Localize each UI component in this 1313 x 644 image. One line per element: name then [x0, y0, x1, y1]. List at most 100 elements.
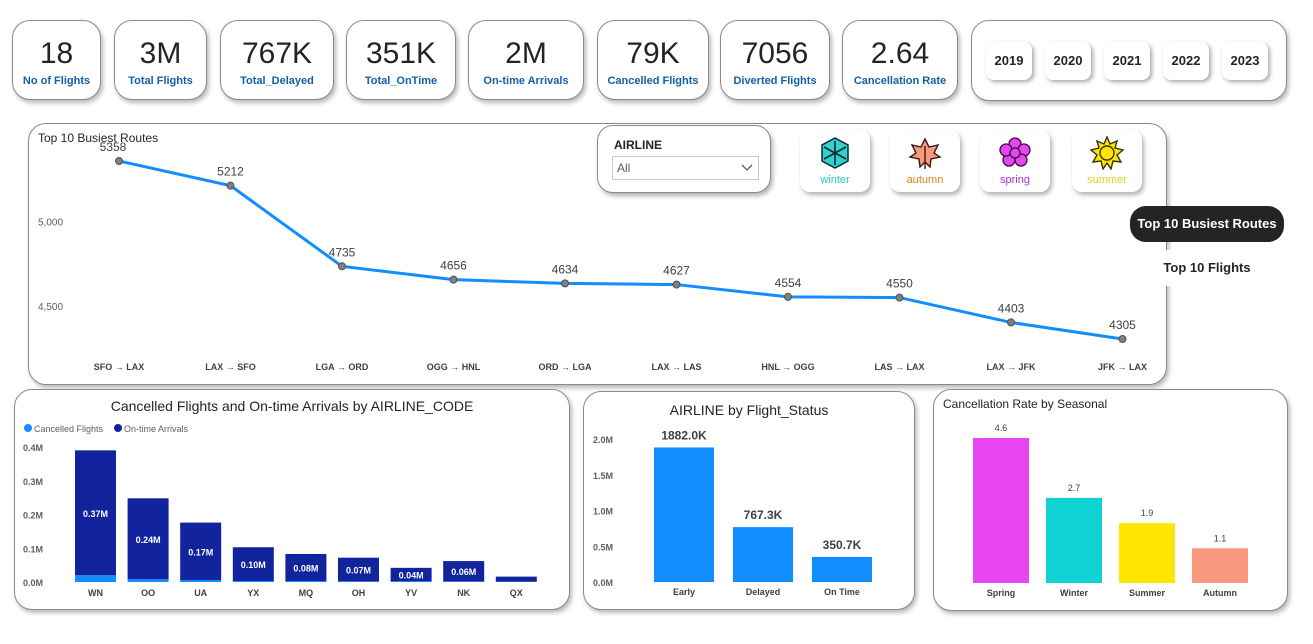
data-label: 0.10M	[241, 560, 266, 570]
data-point	[1118, 335, 1127, 343]
kpi-value: 2M	[505, 37, 547, 70]
bar	[973, 438, 1029, 583]
chevron-down-icon	[741, 164, 753, 171]
bar-ontime	[75, 450, 116, 576]
kpi-label: Cancellation Rate	[853, 75, 947, 87]
x-tick-label: LAS → LAX	[874, 362, 924, 372]
slicer-label: AIRLINE	[614, 138, 662, 152]
chart-title: Top 10 Busiest Routes	[38, 131, 159, 145]
x-tick-label: LAX → SFO	[205, 362, 256, 372]
kpi-card-cancellation-rate: 2.64 Cancellation Rate	[842, 20, 958, 100]
kpi-card-diverted-flights: 7056 Diverted Flights	[720, 20, 830, 100]
data-point	[115, 157, 123, 165]
bar-cancelled	[390, 581, 432, 582]
data-label: 4554	[775, 276, 802, 290]
data-label: 1.1	[1214, 533, 1227, 543]
data-label: 5358	[100, 140, 127, 154]
data-label: 4656	[440, 259, 467, 273]
bar-cancelled	[232, 580, 274, 582]
bar-cancelled	[285, 580, 327, 582]
bar-ontime	[180, 522, 222, 580]
data-label: 4305	[1109, 318, 1136, 332]
season-button-summer[interactable]: summer	[1072, 130, 1142, 192]
flower-icon	[999, 137, 1031, 167]
bar-cancelled	[338, 581, 379, 582]
flight-status-card: AIRLINE by Flight_Status 2.0M 1.5M 1.0M 0.5…	[583, 391, 915, 610]
x-tick-label: Summer	[1129, 588, 1166, 598]
year-slicer: 2019 2020 2021 2022 2023	[971, 20, 1287, 101]
season-button-winter[interactable]: winter	[800, 130, 870, 192]
data-label: 0.08M	[293, 563, 318, 573]
x-tick-label: SFO → LAX	[94, 362, 145, 372]
x-tick-label: Autumn	[1203, 588, 1237, 598]
data-label: 0.06M	[451, 567, 476, 577]
kpi-label: Total Flights	[128, 75, 193, 87]
season-label: spring	[1000, 174, 1030, 186]
bar	[1046, 497, 1102, 583]
snowflake-icon	[821, 137, 849, 169]
kpi-value: 18	[39, 37, 74, 70]
leaf-icon	[908, 137, 942, 169]
y-tick-label: 0.3M	[23, 477, 43, 487]
x-tick-label: Early	[673, 587, 695, 597]
year-button-2021[interactable]: 2021	[1104, 42, 1150, 80]
bar-cancelled	[75, 575, 116, 582]
kpi-card-on-time-arrivals: 2M On-time Arrivals	[468, 20, 584, 100]
nav-button-top-10-busiest-routes[interactable]: Top 10 Busiest Routes	[1130, 206, 1284, 242]
chart-title: Cancellation Rate by Seasonal	[943, 397, 1108, 411]
bar	[733, 527, 793, 582]
x-tick-label: WN	[88, 588, 103, 598]
cancelled-ontime-bar-chart: Cancelled Flights On-time Arrivals 0.4M 0.3…	[23, 424, 537, 598]
bar	[1119, 523, 1175, 583]
bar-ontime	[232, 547, 274, 581]
cancelled-ontime-card: Cancelled Flights and On-time Arrivals b…	[14, 389, 570, 610]
data-label: 4.6	[995, 423, 1008, 433]
year-button-2019[interactable]: 2019	[986, 42, 1032, 80]
year-button-2023[interactable]: 2023	[1222, 42, 1268, 80]
bar-ontime	[495, 576, 537, 582]
season-button-spring[interactable]: spring	[980, 130, 1050, 192]
chart-title: Cancelled Flights and On-time Arrivals b…	[110, 398, 474, 414]
bar-ontime	[127, 498, 169, 580]
year-button-2020[interactable]: 2020	[1045, 42, 1091, 80]
bar-ontime	[443, 561, 485, 582]
x-tick-label: LGA → ORD	[316, 362, 369, 372]
data-label: 4627	[663, 264, 690, 278]
series-line	[118, 159, 1123, 341]
kpi-card-cancelled-flights: 79K Cancelled Flights	[597, 20, 709, 100]
x-tick-label: UA	[194, 588, 207, 598]
airline-slicer: AIRLINE All	[597, 125, 771, 193]
dropdown-value: All	[617, 161, 631, 175]
x-tick-label: YV	[405, 588, 417, 598]
year-button-2022[interactable]: 2022	[1163, 42, 1209, 80]
y-tick-label: 0.0M	[23, 578, 43, 588]
season-button-autumn[interactable]: autumn	[890, 130, 960, 192]
data-label: 350.7K	[823, 538, 862, 552]
kpi-value: 351K	[365, 37, 437, 70]
y-tick-label: 1.5M	[593, 471, 613, 481]
data-point	[1007, 318, 1015, 327]
airline-dropdown[interactable]: All	[612, 156, 759, 180]
bar-cancelled	[443, 581, 485, 582]
kpi-label: Cancelled Flights	[607, 75, 699, 87]
y-tick-label: 0.2M	[23, 511, 43, 521]
data-point	[784, 292, 792, 301]
bar-ontime	[285, 553, 327, 581]
seasonal-cancellation-bar-chart: 4.6 Spring 2.7 Winter 1.9 Summer 1.1 Autumn	[973, 423, 1248, 598]
bar-cancelled	[180, 579, 222, 582]
nav-button-top-10-flights[interactable]: Top 10 Flights	[1130, 250, 1284, 286]
x-tick-label: OGG → HNL	[427, 362, 481, 372]
busiest-routes-line-chart: 5,000 4,500 5358 SFO → LAX 5212 LAX → SFO 4735…	[38, 140, 1147, 372]
data-label: 1882.0K	[661, 428, 707, 442]
kpi-label: On-time Arrivals	[483, 75, 569, 87]
legend-label: On-time Arrivals	[124, 424, 189, 434]
bar	[1192, 548, 1248, 583]
x-tick-label: On Time	[824, 587, 860, 597]
season-label: autumn	[906, 174, 944, 186]
y-tick-label: 0.0M	[593, 578, 613, 588]
legend-marker	[24, 424, 32, 432]
bar	[654, 447, 714, 582]
data-label: 1.9	[1141, 508, 1154, 518]
data-point	[672, 280, 681, 289]
data-label: 0.17M	[188, 547, 213, 557]
